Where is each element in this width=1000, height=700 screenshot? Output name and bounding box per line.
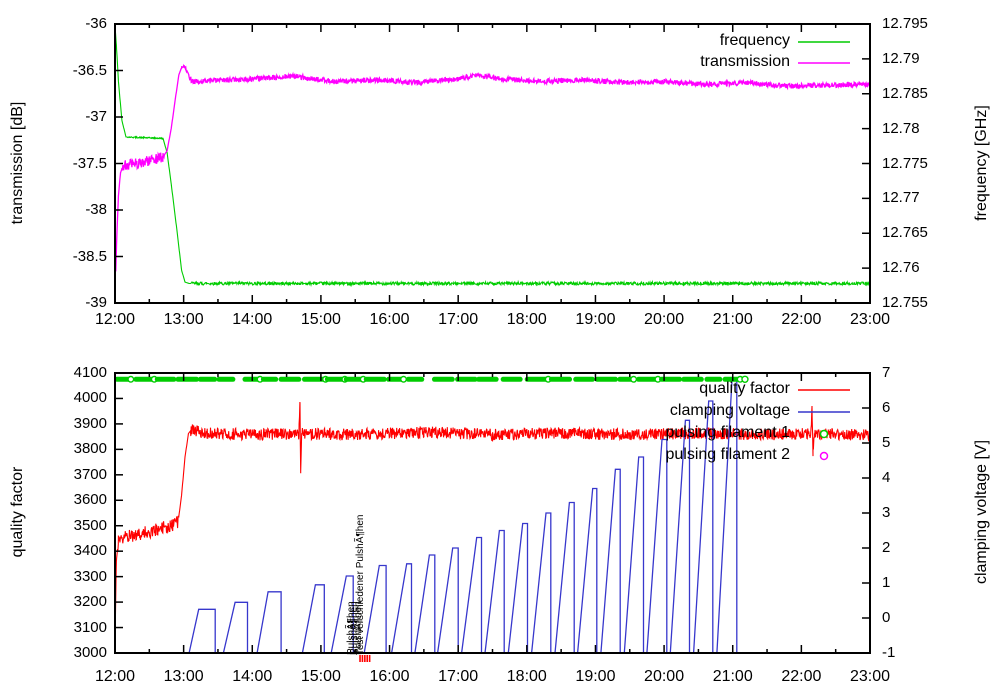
x-tick-label: 20:00 [644, 668, 685, 685]
x-tick-label: 18:00 [506, 668, 547, 685]
x-tick-label: 14:00 [232, 311, 273, 328]
left-tick-label: 3100 [73, 618, 107, 636]
left-tick-label: -36 [85, 15, 107, 32]
left-tick-label: 3200 [73, 593, 107, 611]
x-tick-label: 22:00 [781, 311, 822, 328]
x-tick-label: 14:00 [232, 668, 273, 685]
left-tick-label: 3700 [73, 465, 107, 483]
right-tick-label: 4 [882, 469, 891, 486]
bottom-right-axis-title: clamping voltage [V] [973, 439, 990, 585]
right-tick-label: 12.77 [882, 189, 920, 207]
x-tick-label: 13:00 [163, 311, 204, 328]
left-tick-label: -39 [85, 294, 107, 311]
left-tick-label: 3600 [73, 491, 107, 509]
left-tick-label: 4100 [73, 364, 107, 381]
top-right-axis-title: frequency [GHz] [973, 104, 990, 221]
right-tick-label: 12.78 [882, 119, 920, 137]
bottom-left-axis-title: quality factor [9, 466, 26, 558]
right-tick-label: 0 [882, 609, 891, 626]
x-tick-label: 15:00 [300, 668, 341, 685]
top-left-axis-title: transmission [dB] [9, 101, 26, 224]
x-tick-label: 22:00 [781, 668, 822, 685]
x-tick-label: 19:00 [575, 668, 616, 685]
right-tick-label: 2 [882, 539, 891, 556]
x-tick-label: 13:00 [163, 668, 204, 685]
annotation-vertical-label: PulshÃ¶hen [352, 601, 364, 655]
left-tick-label: 3500 [73, 516, 107, 534]
legend-label: frequency [719, 32, 790, 49]
x-tick-label: 21:00 [712, 311, 753, 328]
x-tick-label: 12:00 [94, 311, 136, 328]
right-tick-label: -1 [882, 644, 896, 661]
right-tick-label: 6 [882, 399, 891, 416]
left-tick-label: 3000 [73, 644, 107, 661]
legend-label: quality factor [699, 380, 790, 397]
left-tick-label: 4000 [73, 389, 107, 407]
right-tick-label: 12.785 [882, 84, 928, 102]
right-tick-label: 12.79 [882, 49, 920, 67]
x-tick-label: 23:00 [849, 311, 891, 328]
left-tick-label: -36.5 [72, 61, 107, 79]
left-tick-label: 3800 [73, 440, 107, 458]
x-tick-label: 19:00 [575, 311, 616, 328]
left-tick-label: -37 [85, 108, 107, 125]
right-tick-label: 12.775 [882, 154, 928, 172]
left-tick-label: -38 [85, 201, 107, 218]
right-tick-label: 1 [882, 574, 891, 591]
right-tick-label: 5 [882, 434, 891, 451]
left-tick-label: 3900 [73, 414, 107, 432]
legend-label: pulsing filament 2 [665, 446, 790, 463]
x-tick-label: 16:00 [369, 311, 410, 328]
left-tick-label: 3400 [73, 542, 107, 560]
right-tick-label: 7 [882, 364, 891, 381]
x-tick-label: 12:00 [94, 668, 136, 685]
x-tick-label: 17:00 [438, 311, 479, 328]
right-tick-label: 3 [882, 504, 891, 521]
x-tick-label: 15:00 [300, 311, 341, 328]
right-tick-label: 12.795 [882, 15, 928, 32]
left-tick-label: 3300 [73, 567, 107, 585]
legend-label: pulsing filament 1 [665, 424, 790, 441]
left-tick-label: -38.5 [72, 247, 107, 265]
x-tick-label: 21:00 [712, 668, 753, 685]
x-tick-label: 16:00 [369, 668, 410, 685]
x-tick-label: 17:00 [438, 668, 479, 685]
legend-label: transmission [700, 53, 790, 70]
x-tick-label: 23:00 [849, 668, 891, 685]
right-tick-label: 12.76 [882, 259, 920, 277]
right-tick-label: 12.765 [882, 224, 928, 242]
x-tick-label: 18:00 [506, 311, 547, 328]
x-tick-label: 20:00 [644, 311, 685, 328]
right-tick-label: 12.755 [882, 294, 928, 311]
left-tick-label: -37.5 [72, 154, 107, 172]
legend-label: clamping voltage [669, 402, 790, 419]
